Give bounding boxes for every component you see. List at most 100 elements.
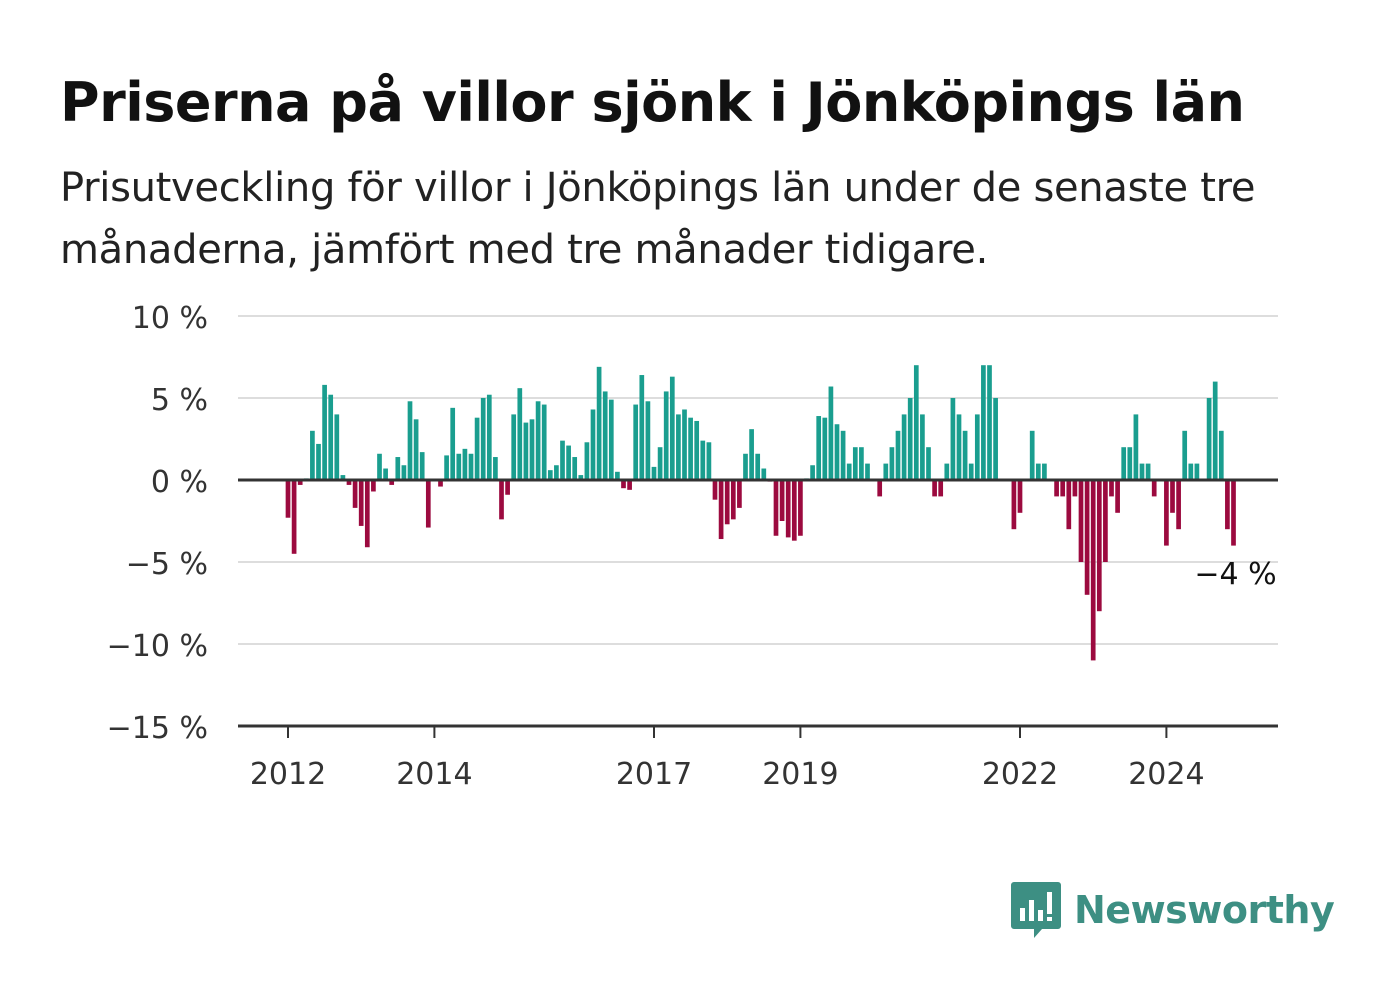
bar	[450, 407, 456, 480]
bar	[615, 471, 620, 480]
bar	[346, 480, 352, 485]
bar	[590, 409, 596, 480]
bar	[1096, 480, 1102, 612]
bar	[285, 480, 291, 518]
bar	[859, 447, 864, 480]
bar	[779, 480, 785, 521]
bar	[401, 465, 407, 480]
bar	[364, 480, 370, 548]
bar	[633, 404, 639, 480]
bar	[1151, 480, 1157, 497]
last-value-annotation: −4 %	[1194, 557, 1276, 592]
bar	[1109, 480, 1114, 497]
y-tick-label: 10 %	[132, 301, 208, 336]
bar	[377, 453, 382, 480]
bar	[1133, 414, 1139, 480]
bar	[773, 480, 779, 536]
bar	[968, 463, 974, 480]
bar	[785, 480, 791, 538]
bar	[974, 414, 980, 480]
bar	[1182, 430, 1188, 480]
bar	[1145, 463, 1151, 480]
bar	[895, 430, 901, 480]
y-tick-label: 5 %	[151, 383, 208, 418]
bar	[560, 440, 565, 480]
logo-text: Newsworthy	[1074, 888, 1335, 932]
bar	[297, 480, 303, 485]
bar	[944, 463, 950, 480]
bar	[1139, 463, 1145, 480]
bar	[761, 468, 767, 480]
bar	[462, 448, 468, 480]
bar	[316, 443, 321, 480]
bar	[639, 375, 645, 480]
bars	[285, 365, 1236, 661]
newsworthy-logo: Newsworthy	[1010, 880, 1335, 940]
bar	[480, 398, 486, 480]
bar	[737, 480, 742, 508]
bar	[755, 453, 761, 480]
y-tick-label: −10 %	[107, 629, 208, 664]
bar	[724, 480, 730, 525]
bar	[444, 455, 449, 480]
x-axis-labels: 2012 2014 2017 2019 2022 2024	[250, 726, 1205, 792]
y-tick-label: −5 %	[126, 547, 208, 582]
bar	[1035, 463, 1041, 480]
bar-chart: 10 %5 %0 %−5 %−10 %−15 % 2012 2014 2017 201…	[107, 301, 1278, 792]
bar	[1042, 463, 1047, 480]
bar	[352, 480, 358, 508]
bar	[913, 365, 919, 480]
x-tick-label: 2022	[982, 757, 1058, 792]
bar	[852, 447, 858, 480]
y-axis-labels: 10 % 5 % 0 % −5 % −10 % −15 %	[107, 301, 208, 746]
bar	[572, 457, 578, 480]
bar	[608, 399, 614, 480]
bar	[651, 466, 657, 480]
bar	[1090, 480, 1096, 661]
bar	[1121, 447, 1127, 480]
bar	[371, 480, 376, 492]
bar	[468, 453, 474, 480]
bar	[1054, 480, 1059, 497]
bar	[1188, 463, 1194, 480]
bar	[291, 480, 297, 554]
bar	[413, 419, 419, 480]
bar	[389, 480, 395, 485]
bar	[816, 416, 822, 480]
bar	[395, 457, 401, 480]
bar	[425, 480, 431, 528]
bar	[749, 429, 754, 480]
bar	[334, 414, 340, 480]
bar	[889, 447, 895, 480]
bar	[791, 480, 797, 541]
bar	[1103, 480, 1108, 562]
bar	[1170, 480, 1175, 513]
bar	[1231, 480, 1236, 546]
x-tick-label: 2017	[616, 757, 692, 792]
bar	[578, 475, 584, 480]
bar	[358, 480, 364, 526]
bar	[962, 430, 968, 480]
bar	[1194, 463, 1200, 480]
bar	[950, 398, 956, 480]
bar	[1011, 480, 1017, 530]
bar	[511, 414, 517, 480]
x-tick-label: 2012	[250, 757, 326, 792]
bar	[877, 480, 883, 497]
bar	[718, 480, 724, 540]
bar	[883, 463, 889, 480]
bar	[676, 414, 681, 480]
bar	[834, 424, 840, 480]
bar	[566, 445, 571, 480]
bar	[645, 401, 651, 480]
bar	[1225, 480, 1230, 530]
bar	[493, 457, 498, 480]
bar	[1066, 480, 1072, 530]
bar	[956, 414, 962, 480]
bar	[663, 391, 669, 480]
y-tick-label: −15 %	[107, 711, 208, 746]
bar	[535, 401, 541, 480]
bar	[1212, 381, 1218, 480]
bar	[1072, 480, 1078, 497]
bar	[486, 394, 492, 480]
